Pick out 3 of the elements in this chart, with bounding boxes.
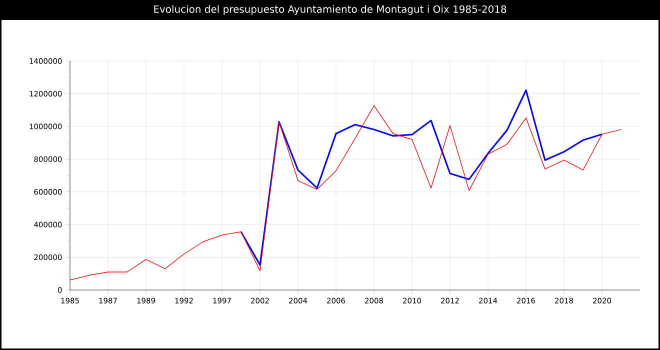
line-series <box>240 89 603 266</box>
line-series <box>70 105 622 280</box>
chart-title: Evolucion del presupuesto Ayuntamiento de Montagut i Oix 1985-2018 <box>154 5 506 15</box>
